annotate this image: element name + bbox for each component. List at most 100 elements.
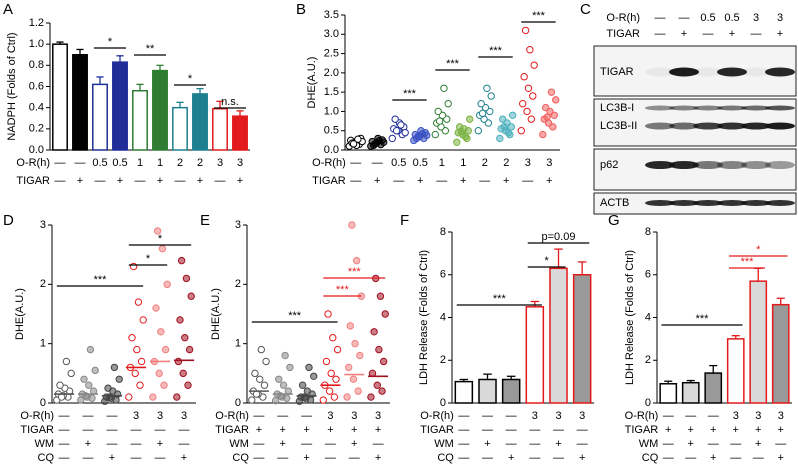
data-point [187,292,195,300]
condition-value: — [83,410,94,422]
blot-band [765,105,795,111]
data-point [530,61,538,69]
blot-band [741,67,771,77]
data-point [137,357,146,366]
blot-band [669,105,699,111]
condition-value: + [327,424,333,436]
data-point [260,381,269,389]
data-point [153,227,162,235]
data-point [524,84,533,92]
bar [681,381,700,404]
condition-name: CQ [232,452,249,464]
data-point [104,384,112,392]
data-point [256,375,264,383]
data-point [520,73,528,81]
condition-value: + [681,28,687,40]
condition-value: 3 [525,157,531,169]
condition-value: + [237,175,243,187]
y-tick-label: 0.0 [324,144,339,156]
y-tick-label: 6 [645,269,651,281]
condition-value: — [131,438,142,450]
condition-value: — [553,452,564,464]
condition-value: + [778,424,784,436]
condition-value: — [482,410,493,422]
data-point [547,88,556,96]
blot-band [765,122,795,130]
panel-letter: E [200,212,210,229]
data-point [105,393,114,401]
condition-value: + [665,424,671,436]
bar [549,267,568,404]
condition-value: + [546,175,552,187]
data-point [373,381,381,389]
data-point [414,132,422,141]
y-tick-label: 8 [645,226,651,238]
data-point [440,84,448,92]
blot-band [693,161,723,169]
bar [152,69,168,151]
significance-label: *** [532,10,546,22]
data-point [176,316,184,324]
condition-value: 3 [237,157,243,169]
condition-value: — [775,438,786,450]
blot-band [669,200,699,206]
data-point [478,109,487,118]
data-point [80,375,88,383]
blot-band [645,161,675,169]
significance-label: *** [348,266,362,278]
condition-value: — [350,157,361,169]
condition-value: + [508,452,514,464]
bar [112,61,128,151]
significance-label: *** [493,293,507,305]
data-point [500,123,508,131]
condition-value: + [280,424,286,436]
data-point [67,369,75,378]
blot-band [741,200,771,206]
condition-value: — [436,175,447,187]
data-point [352,256,361,265]
data-point [498,115,507,123]
y-axis-label: DHE(A.U.) [306,57,318,109]
condition-value: — [131,424,142,436]
data-point [298,381,307,389]
blot-band [693,67,723,77]
condition-value: — [458,424,469,436]
data-point [56,381,64,389]
data-point [131,369,139,378]
data-point [327,369,335,378]
data-point [526,46,534,54]
condition-value: — [506,424,517,436]
condition-value: + [109,452,115,464]
y-tick-label: 1.0 [29,38,44,50]
data-point [509,111,517,119]
data-point [303,387,312,395]
data-point [483,84,491,92]
data-point [62,357,71,366]
data-point [552,96,560,104]
data-point [541,103,550,112]
y-tick-label: 3 [235,219,241,231]
condition-name: WM [229,438,249,450]
data-point [136,381,144,389]
data-point [351,339,359,348]
significance-label: *** [288,310,302,322]
panel-letter: F [400,212,409,229]
condition-value: — [301,410,312,422]
data-point [325,387,334,395]
condition-value: 0.5 [391,157,406,169]
bar [192,93,208,151]
condition-name: O-R(h) [16,157,50,169]
y-tick-label: 0 [645,397,651,409]
y-tick-label: 6 [440,269,446,281]
condition-value: — [458,410,469,422]
condition-value: — [55,157,66,169]
bar [501,378,521,404]
condition-value: 0.5 [413,157,428,169]
condition-value: — [730,438,741,450]
data-point [461,132,470,141]
band-label: TIGAR [600,66,634,78]
y-tick-label: 4 [645,311,651,323]
blot-band [717,122,747,130]
data-point [179,369,187,378]
bar [771,303,790,404]
